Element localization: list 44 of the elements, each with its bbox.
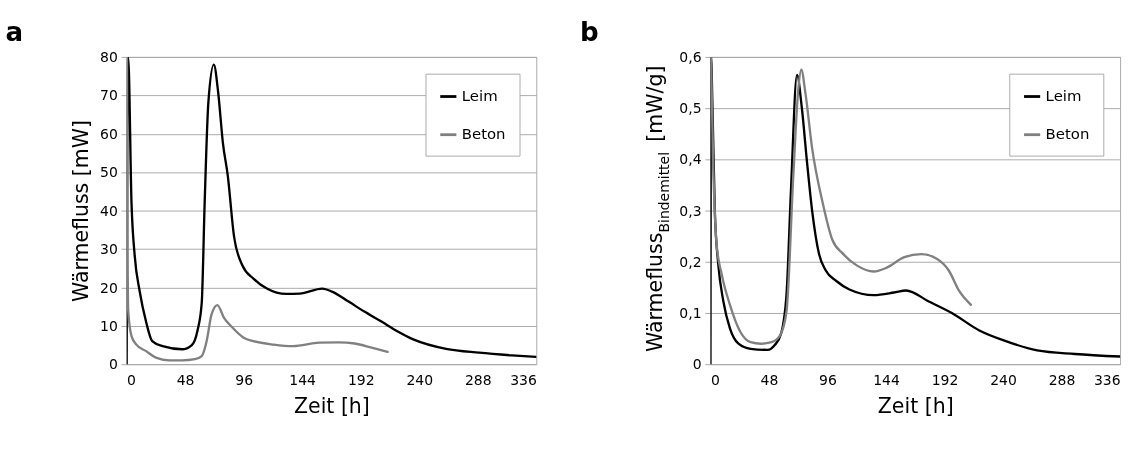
x-tick-label: 96 [235, 372, 254, 389]
x-tick-label: 336 [510, 372, 537, 389]
y-tick-label: 80 [100, 49, 118, 66]
x-tick-label: 240 [406, 372, 434, 389]
y-tick-label: 40 [100, 202, 118, 219]
chart-title: a [5, 17, 24, 48]
x-tick-label: 48 [760, 372, 779, 389]
x-tick-label: 0 [127, 372, 136, 389]
y-tick-label: 0,5 [679, 100, 702, 117]
legend-label: Leim [461, 87, 498, 106]
x-tick-label: 144 [873, 372, 900, 389]
y-tick-label: 0 [692, 356, 702, 373]
y-tick-label: 50 [100, 164, 118, 181]
x-tick-label: 0 [710, 372, 720, 389]
x-tick-label: 288 [464, 372, 492, 389]
x-tick-label: 96 [819, 372, 837, 389]
x-tick-label: 192 [931, 372, 959, 389]
x-tick-label: 144 [289, 372, 317, 389]
x-axis-title: Zeit [h] [877, 394, 954, 419]
x-tick-label: 336 [1093, 372, 1121, 389]
x-tick-label: 288 [1048, 372, 1076, 389]
x-tick-label: 48 [176, 372, 195, 389]
y-tick-label: 60 [100, 125, 118, 142]
y-tick-label: 0 [108, 356, 118, 373]
legend-label: Beton [1045, 125, 1090, 144]
y-axis-title: Wärmefluss [mW] [68, 120, 93, 303]
x-tick-label: 192 [347, 372, 375, 389]
y-tick-label: 0,2 [679, 253, 702, 270]
line-series [126, 56, 389, 362]
chart-title: b [580, 17, 599, 48]
y-tick-label: 0,1 [679, 305, 702, 322]
line-series [710, 56, 973, 345]
y-tick-label: 30 [100, 241, 118, 258]
y-tick-label: 20 [100, 279, 118, 296]
y-tick-label: 0,3 [679, 202, 702, 219]
x-tick-label: 240 [990, 372, 1017, 389]
y-tick-label: 10 [100, 317, 118, 334]
y-tick-label: 0,4 [679, 151, 702, 168]
x-axis-title: Zeit [h] [294, 394, 370, 419]
y-tick-label: 70 [100, 87, 118, 104]
y-tick-label: 0,6 [679, 49, 702, 66]
y-axis-title: WärmeflussBindemittel [mW/g] [643, 65, 672, 352]
legend-label: Beton [461, 125, 506, 144]
legend-label: Leim [1045, 87, 1082, 106]
